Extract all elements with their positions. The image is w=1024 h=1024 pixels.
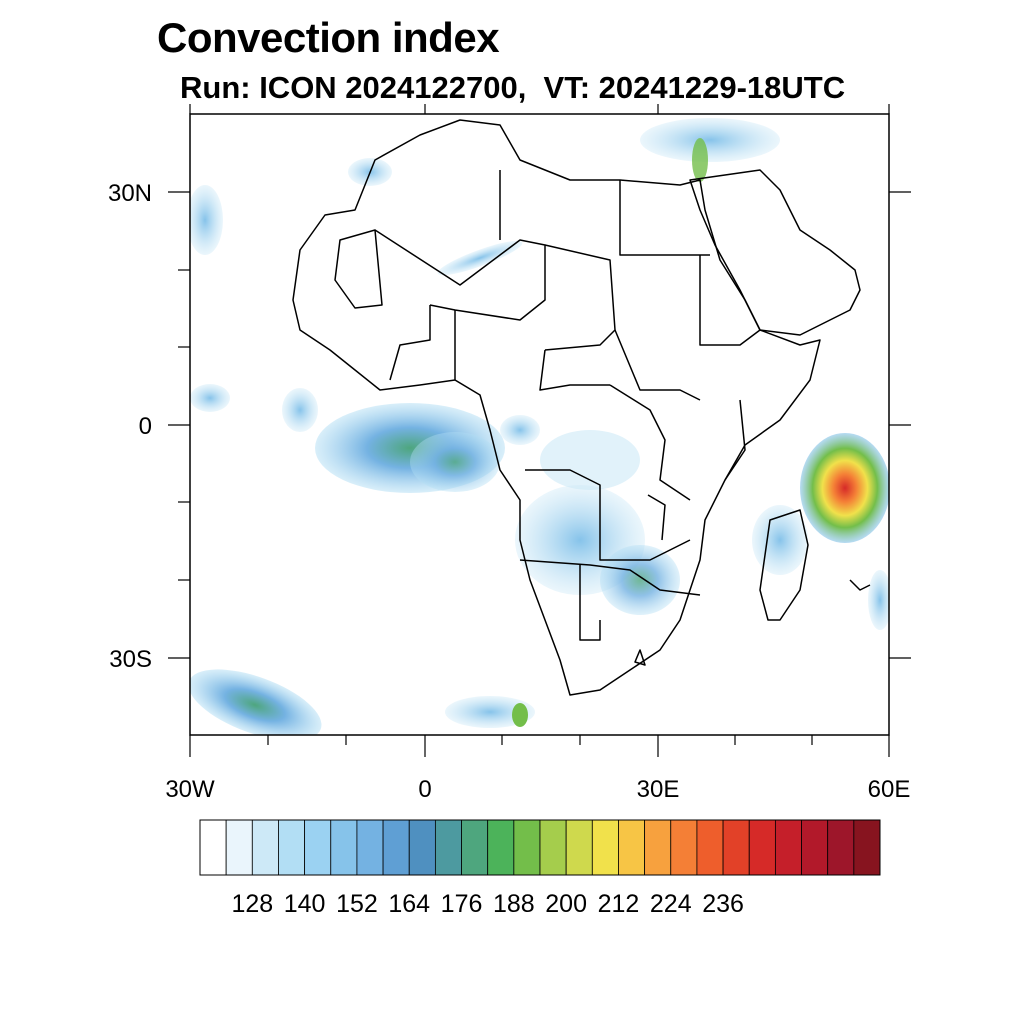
colorbar-swatch bbox=[774, 819, 802, 876]
convection-field bbox=[190, 118, 889, 735]
lon-label-0: 0 bbox=[418, 776, 431, 803]
colorbar-label: 176 bbox=[441, 890, 483, 918]
colorbar-swatch bbox=[748, 819, 776, 876]
colorbar-swatch bbox=[618, 819, 646, 876]
colorbar-swatch bbox=[487, 819, 515, 876]
lon-label-60e: 60E bbox=[868, 776, 911, 803]
map-title: Convection index bbox=[157, 14, 500, 61]
colorbar-swatch bbox=[225, 819, 253, 876]
colorbar-swatch bbox=[696, 819, 724, 876]
colorbar-swatch bbox=[827, 819, 855, 876]
lat-label-30n: 30N bbox=[108, 180, 152, 207]
colorbar-swatch bbox=[513, 819, 541, 876]
colorbar-swatch bbox=[461, 819, 489, 876]
lat-label-30s: 30S bbox=[109, 646, 152, 673]
colorbar-swatch bbox=[801, 819, 829, 876]
colorbar-swatch bbox=[434, 819, 462, 876]
colorbar-swatch bbox=[644, 819, 672, 876]
colorbar-swatch bbox=[408, 819, 436, 876]
colorbar-swatch bbox=[278, 819, 306, 876]
colorbar: 128 140 152 164 176 188 200 212 224 236 bbox=[199, 819, 881, 918]
colorbar-swatch bbox=[251, 819, 279, 876]
colorbar-swatch bbox=[199, 819, 227, 876]
tick-labels: 30W 0 30E 60E 30N 0 30S bbox=[108, 180, 910, 803]
colorbar-label: 140 bbox=[284, 890, 326, 918]
colorbar-swatch bbox=[304, 819, 332, 876]
colorbar-label: 236 bbox=[702, 890, 744, 918]
colorbar-label: 164 bbox=[388, 890, 430, 918]
lon-label-30w: 30W bbox=[165, 776, 215, 803]
lat-label-0: 0 bbox=[139, 413, 152, 440]
colorbar-label: 200 bbox=[545, 890, 587, 918]
colorbar-swatch bbox=[539, 819, 567, 876]
colorbar-label: 128 bbox=[231, 890, 273, 918]
colorbar-frame bbox=[199, 819, 881, 876]
lon-label-30e: 30E bbox=[637, 776, 680, 803]
colorbar-label: 212 bbox=[598, 890, 640, 918]
colorbar-swatch bbox=[382, 819, 410, 876]
colorbar-swatch bbox=[670, 819, 698, 876]
coastlines bbox=[292, 119, 871, 696]
colorbar-label: 224 bbox=[650, 890, 692, 918]
axis-ticks bbox=[168, 104, 911, 757]
colorbar-swatch bbox=[330, 819, 358, 876]
colorbar-swatch bbox=[722, 819, 750, 876]
colorbar-label: 152 bbox=[336, 890, 378, 918]
colorbar-swatch bbox=[356, 819, 384, 876]
colorbar-swatch bbox=[853, 819, 881, 876]
colorbar-label: 188 bbox=[493, 890, 535, 918]
colorbar-swatch bbox=[565, 819, 593, 876]
map-subtitle: Run: ICON 2024122700, VT: 20241229-18UTC bbox=[180, 70, 846, 105]
colorbar-swatch bbox=[591, 819, 619, 876]
